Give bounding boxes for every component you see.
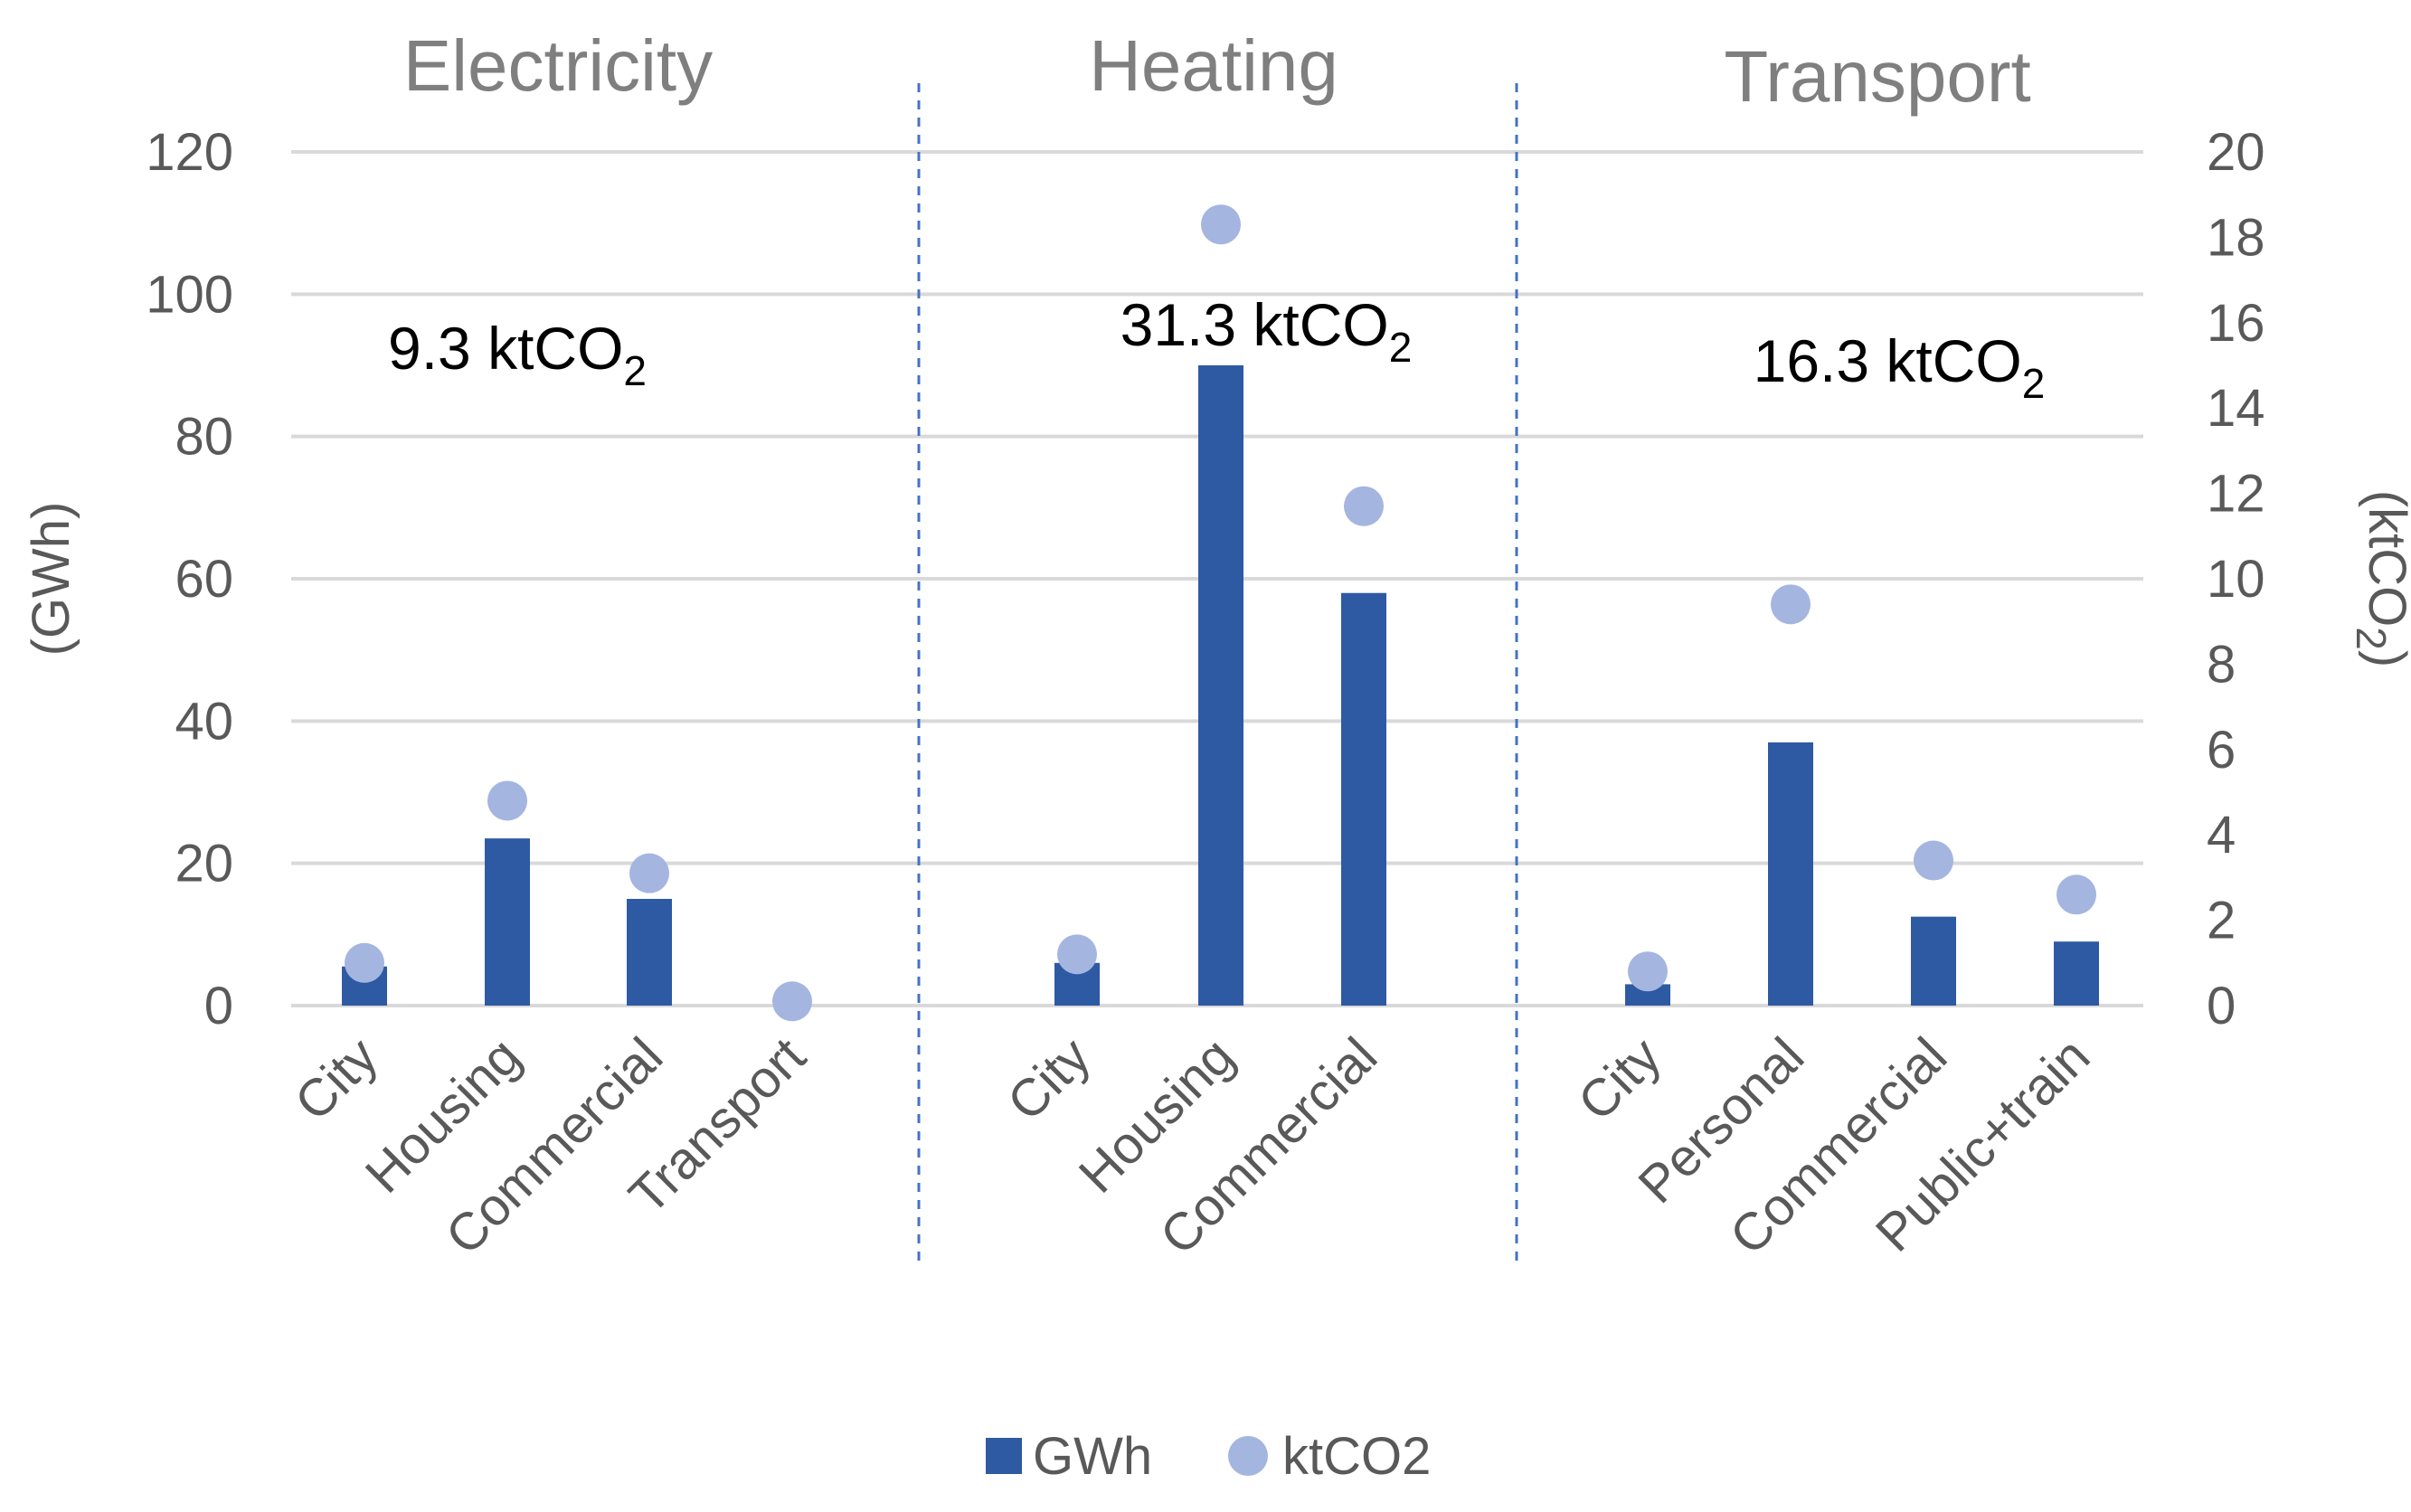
point-ktco2 [2056,874,2096,915]
bar-gwh [1768,742,1813,1006]
legend-label-ktco2: ktCO2 [1282,1427,1431,1486]
y-right-tick-label: 12 [2207,465,2265,524]
bar-gwh [627,899,672,1006]
point-ktco2 [1344,486,1384,526]
legend-marker-gwh [986,1438,1022,1474]
y-right-axis-title: (ktCO2) [2348,490,2411,667]
y-right-tick-label: 14 [2207,379,2265,438]
y-right-tick-label: 6 [2207,721,2236,780]
bar-gwh [1911,916,1956,1006]
group-total-label: 31.3 ktCO2 [1120,291,1413,371]
group-total-label: 16.3 ktCO2 [1754,327,2046,407]
category-label: City [284,1026,390,1132]
y-left-tick-label: 100 [146,265,233,324]
category-label: City [997,1026,1102,1132]
y-left-tick-label: 0 [204,977,233,1035]
point-ktco2 [1628,951,1668,992]
legend-label-gwh: GWh [1033,1427,1152,1486]
point-ktco2 [345,942,384,983]
point-ktco2 [1201,204,1241,245]
group-title: Transport [1724,36,2030,117]
y-left-tick-label: 120 [146,123,233,182]
category-label: City [1567,1026,1673,1132]
point-ktco2 [1771,584,1811,625]
legend-marker-ktco2 [1228,1436,1268,1476]
y-right-tick-label: 20 [2207,123,2265,182]
y-left-tick-label: 80 [175,408,233,467]
y-left-tick-label: 40 [175,692,233,751]
point-ktco2 [1914,840,1953,881]
bar-gwh [1198,365,1243,1006]
group-total-label: 9.3 ktCO2 [388,315,647,394]
y-left-tick-label: 60 [175,550,233,609]
bar-gwh [1625,984,1670,1006]
group-title: Electricity [403,25,713,106]
group-title: Heating [1089,25,1338,106]
y-right-tick-label: 10 [2207,550,2265,609]
point-ktco2 [1057,934,1097,975]
point-ktco2 [772,981,812,1022]
y-right-tick-label: 2 [2207,892,2236,950]
bar-gwh [485,838,530,1006]
y-right-tick-label: 8 [2207,635,2236,694]
point-ktco2 [487,780,527,821]
y-right-tick-label: 4 [2207,806,2236,865]
y-right-tick-label: 18 [2207,208,2265,267]
y-right-tick-label: 0 [2207,977,2236,1035]
bar-gwh [2054,941,2099,1006]
y-left-axis-title: (GWh) [22,502,80,657]
bar-gwh [1341,592,1386,1006]
y-right-tick-label: 16 [2207,294,2265,353]
point-ktco2 [629,853,669,893]
y-left-tick-label: 20 [175,835,233,893]
